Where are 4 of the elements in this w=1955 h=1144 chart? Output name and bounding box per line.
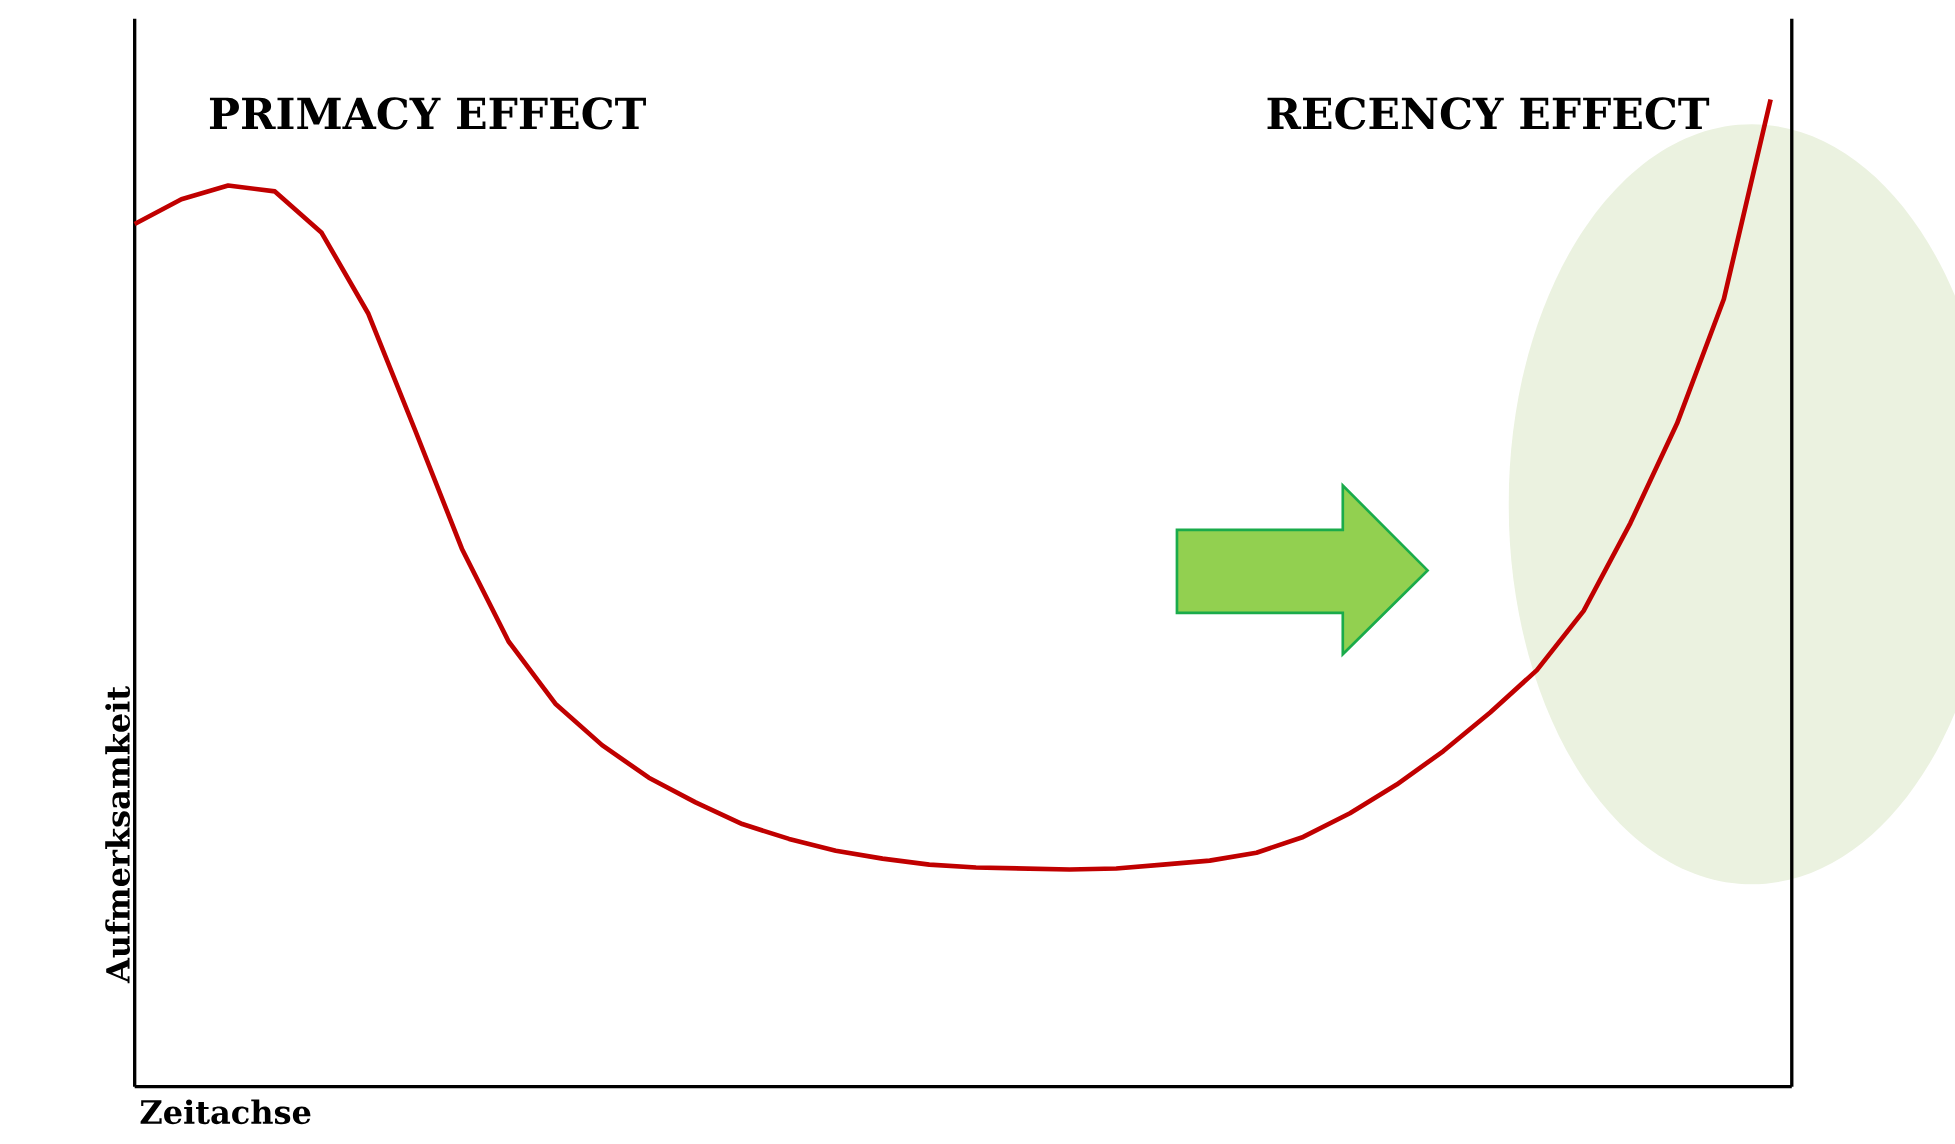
annotation: PRIMACY EFFECT [209,97,646,130]
annotation: RECENCY EFFECT [1267,97,1710,130]
y-axis-title: Aufmerksamkeit [105,686,130,984]
x-axis-title: Zeitachse [140,1099,311,1125]
